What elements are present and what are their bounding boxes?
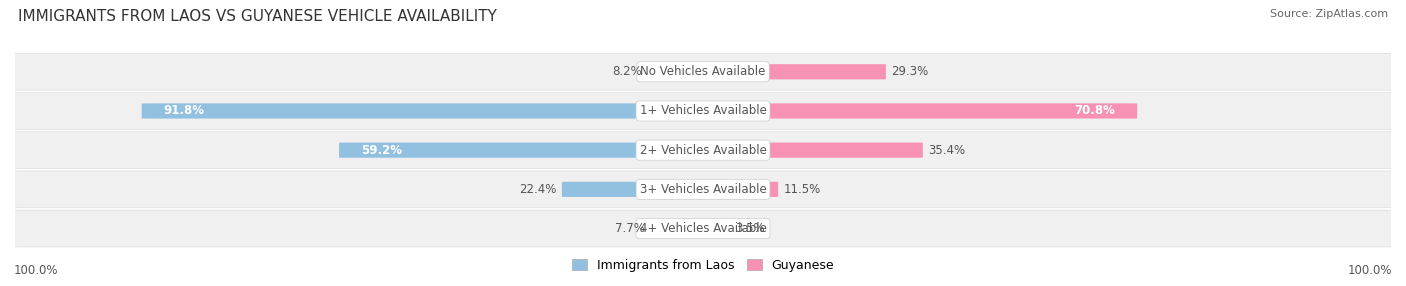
FancyBboxPatch shape — [339, 142, 709, 158]
FancyBboxPatch shape — [8, 171, 1398, 208]
Text: Source: ZipAtlas.com: Source: ZipAtlas.com — [1270, 9, 1388, 19]
Text: 8.2%: 8.2% — [613, 65, 643, 78]
Text: 100.0%: 100.0% — [1347, 265, 1392, 277]
FancyBboxPatch shape — [142, 103, 709, 119]
FancyBboxPatch shape — [697, 142, 922, 158]
Legend: Immigrants from Laos, Guyanese: Immigrants from Laos, Guyanese — [567, 254, 839, 277]
Text: 91.8%: 91.8% — [163, 104, 205, 118]
Text: 11.5%: 11.5% — [783, 183, 821, 196]
Text: 22.4%: 22.4% — [519, 183, 557, 196]
Text: 3.5%: 3.5% — [735, 222, 765, 235]
Text: IMMIGRANTS FROM LAOS VS GUYANESE VEHICLE AVAILABILITY: IMMIGRANTS FROM LAOS VS GUYANESE VEHICLE… — [18, 9, 498, 23]
Text: 35.4%: 35.4% — [928, 144, 966, 157]
Text: 4+ Vehicles Available: 4+ Vehicles Available — [640, 222, 766, 235]
FancyBboxPatch shape — [697, 221, 730, 236]
Text: No Vehicles Available: No Vehicles Available — [640, 65, 766, 78]
FancyBboxPatch shape — [8, 53, 1398, 90]
Text: 2+ Vehicles Available: 2+ Vehicles Available — [640, 144, 766, 157]
Text: 7.7%: 7.7% — [616, 222, 645, 235]
FancyBboxPatch shape — [8, 93, 1398, 129]
Text: 70.8%: 70.8% — [1074, 104, 1115, 118]
FancyBboxPatch shape — [648, 64, 709, 80]
FancyBboxPatch shape — [651, 221, 709, 236]
Text: 29.3%: 29.3% — [891, 65, 928, 78]
FancyBboxPatch shape — [697, 64, 886, 80]
FancyBboxPatch shape — [697, 182, 778, 197]
Text: 1+ Vehicles Available: 1+ Vehicles Available — [640, 104, 766, 118]
FancyBboxPatch shape — [697, 103, 1137, 119]
FancyBboxPatch shape — [562, 182, 709, 197]
Text: 3+ Vehicles Available: 3+ Vehicles Available — [640, 183, 766, 196]
FancyBboxPatch shape — [8, 132, 1398, 168]
Text: 100.0%: 100.0% — [14, 265, 59, 277]
Text: 59.2%: 59.2% — [361, 144, 402, 157]
FancyBboxPatch shape — [8, 210, 1398, 247]
